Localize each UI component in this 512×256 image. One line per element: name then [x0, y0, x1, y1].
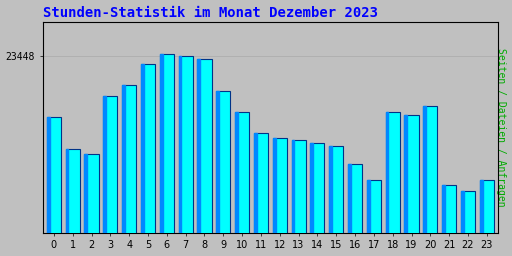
- Bar: [291, 140, 306, 256]
- Bar: [480, 180, 483, 256]
- Bar: [310, 143, 325, 256]
- Bar: [160, 54, 163, 256]
- Bar: [423, 106, 426, 256]
- Bar: [461, 191, 475, 256]
- Bar: [348, 164, 362, 256]
- Bar: [47, 117, 50, 256]
- Bar: [66, 148, 69, 256]
- Bar: [84, 154, 99, 256]
- Bar: [329, 146, 343, 256]
- Bar: [329, 146, 332, 256]
- Text: Stunden-Statistik im Monat Dezember 2023: Stunden-Statistik im Monat Dezember 2023: [42, 6, 377, 19]
- Bar: [386, 112, 389, 256]
- Bar: [198, 59, 200, 256]
- Bar: [122, 85, 125, 256]
- Bar: [47, 117, 61, 256]
- Bar: [404, 115, 419, 256]
- Bar: [235, 112, 238, 256]
- Bar: [141, 64, 144, 256]
- Bar: [103, 96, 117, 256]
- Bar: [273, 138, 275, 256]
- Bar: [480, 180, 494, 256]
- Bar: [179, 56, 181, 256]
- Bar: [423, 106, 437, 256]
- Bar: [461, 191, 464, 256]
- Bar: [291, 140, 294, 256]
- Bar: [386, 112, 400, 256]
- Bar: [404, 115, 407, 256]
- Bar: [84, 154, 87, 256]
- Bar: [216, 91, 230, 256]
- Bar: [66, 148, 80, 256]
- Bar: [254, 133, 257, 256]
- Bar: [254, 133, 268, 256]
- Bar: [198, 59, 211, 256]
- Bar: [179, 56, 193, 256]
- Bar: [367, 180, 370, 256]
- Bar: [367, 180, 381, 256]
- Bar: [442, 185, 456, 256]
- Bar: [122, 85, 136, 256]
- Bar: [160, 54, 174, 256]
- Bar: [310, 143, 313, 256]
- Bar: [273, 138, 287, 256]
- Bar: [216, 91, 219, 256]
- Bar: [141, 64, 155, 256]
- Bar: [235, 112, 249, 256]
- Bar: [348, 164, 351, 256]
- Y-axis label: Seiten / Dateien / Anfragen: Seiten / Dateien / Anfragen: [497, 48, 506, 207]
- Bar: [442, 185, 445, 256]
- Bar: [103, 96, 106, 256]
